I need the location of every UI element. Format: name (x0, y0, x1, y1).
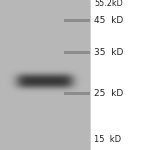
Text: 45  kD: 45 kD (94, 16, 124, 25)
Text: 15  kD: 15 kD (94, 135, 122, 144)
Text: 55.2kD: 55.2kD (94, 0, 123, 8)
Bar (90, 0, 150, 150)
Text: 35  kD: 35 kD (94, 48, 124, 57)
Text: 25  kD: 25 kD (94, 88, 124, 98)
